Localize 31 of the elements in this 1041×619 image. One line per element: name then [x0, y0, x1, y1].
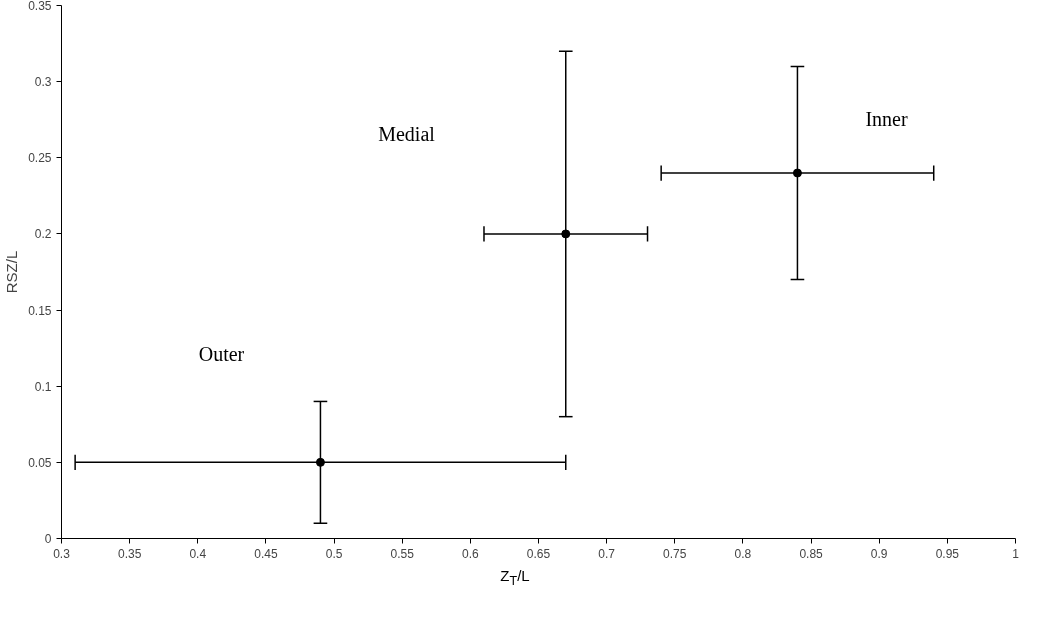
x-tick-label: 0.4 [189, 546, 207, 561]
x-axis-title: Z$_{T}$/L [500, 566, 530, 590]
y-tick-label: 0.3 [34, 75, 52, 90]
x-tick-label: 0.8 [734, 546, 752, 561]
y-tick-label: 0.35 [28, 0, 52, 13]
x-tick-label: 0.65 [526, 546, 551, 561]
x-tick-label: 0.85 [799, 546, 824, 561]
y-tick-label: 0.2 [34, 227, 52, 242]
x-tick-label: 0.6 [462, 546, 480, 561]
y-tick-label: 0 [44, 532, 52, 546]
x-tick-label: 0.75 [663, 546, 687, 561]
point [315, 457, 325, 467]
x-tick-label: 0.3 [53, 546, 71, 561]
x-tick-label: 1 [1012, 546, 1020, 561]
annotation: Medial [378, 122, 436, 145]
x-tick-label: 0.35 [117, 546, 142, 561]
point [561, 229, 571, 239]
x-tick-label: 0.55 [390, 546, 415, 561]
point [792, 168, 802, 178]
x-tick-label: 0.95 [935, 546, 960, 561]
y-tick-label: 0.1 [34, 379, 52, 394]
y-tick-label: 0.25 [28, 151, 52, 166]
y-tick-label: 0.05 [28, 455, 52, 470]
x-tick-label: 0.45 [254, 546, 278, 561]
y-axis-title: RSZ/L [3, 250, 21, 294]
x-tick-label: 0.7 [598, 546, 616, 561]
y-tick-label: 0.15 [28, 303, 52, 318]
x-tick-label: 0.5 [325, 546, 343, 561]
x-tick-label: 0.9 [870, 546, 888, 561]
annotation: Inner [865, 107, 908, 130]
annotation: Outer [198, 342, 245, 365]
